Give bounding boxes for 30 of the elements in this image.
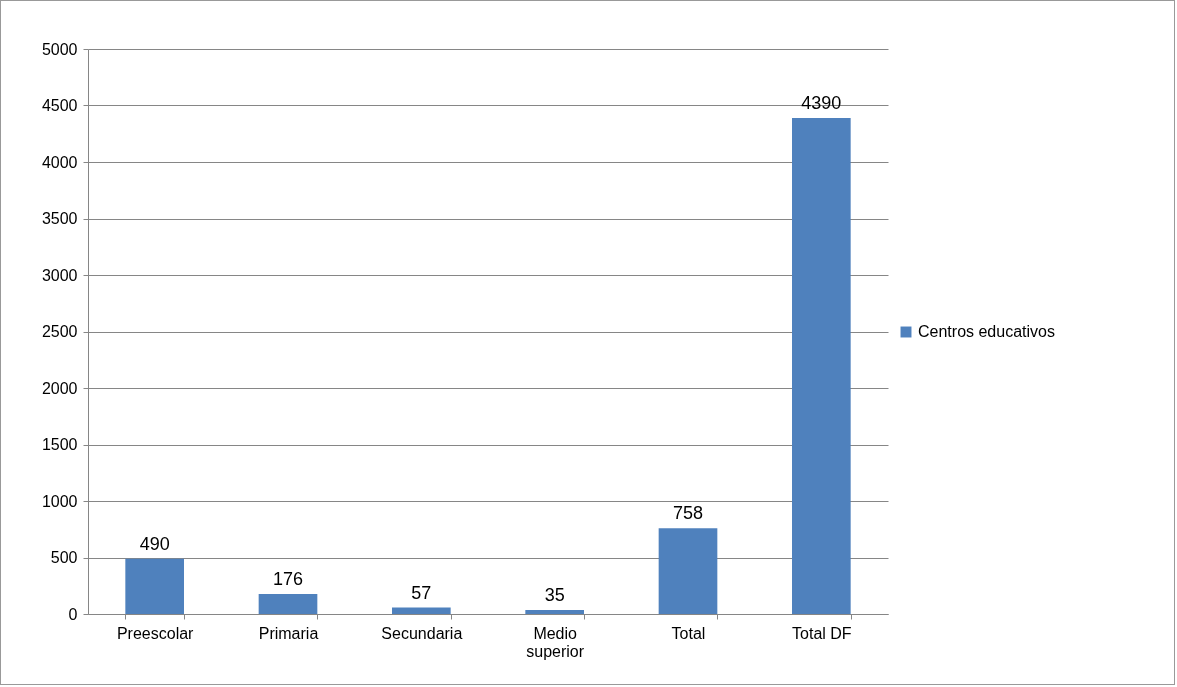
y-tick-label: 1500 (41, 436, 78, 453)
bar (258, 594, 318, 614)
y-tick-label: 3500 (41, 210, 78, 227)
y-tick-label: 4000 (41, 153, 78, 171)
y-tick-label: 2500 (41, 323, 78, 340)
x-tick-label: Total DF (792, 624, 852, 642)
y-tick-label: 4500 (41, 97, 78, 114)
x-tick-label: Primaria (258, 624, 319, 642)
bar (792, 117, 851, 614)
y-tick-label: 500 (50, 549, 78, 566)
legend-label: Centros educativos (918, 323, 1055, 340)
y-tick-label: 0 (68, 605, 78, 623)
data-label: 57 (411, 582, 432, 603)
data-label: 176 (272, 569, 304, 590)
bar (658, 528, 718, 614)
x-tick-label: Total (671, 624, 706, 642)
data-label: 758 (672, 503, 704, 524)
x-tick-label: Preescolar (116, 624, 195, 642)
data-label: 4390 (801, 92, 842, 113)
y-tick-label: 2000 (41, 379, 78, 397)
x-tick-label: Secundaria (381, 624, 463, 642)
y-tick-label: 1000 (41, 492, 78, 510)
y-tick-label: 3000 (41, 266, 78, 284)
data-label: 35 (544, 585, 565, 606)
bar (392, 607, 451, 614)
bar (125, 558, 184, 614)
x-tick-label: Medio superior (526, 624, 585, 660)
y-tick-label: 5000 (41, 40, 78, 58)
bar (525, 610, 584, 614)
data-label: 490 (139, 533, 170, 554)
